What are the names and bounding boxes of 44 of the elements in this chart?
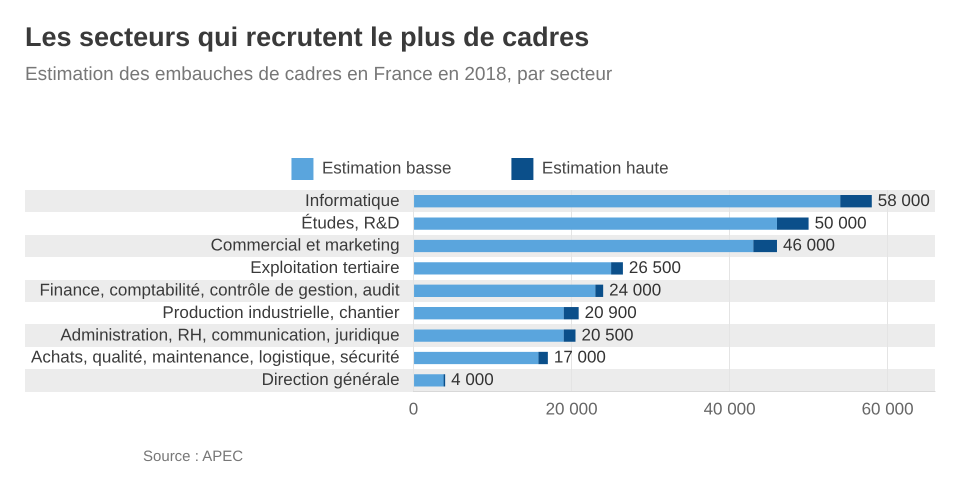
- total-label: 4 000: [451, 370, 494, 390]
- legend-label: Estimation haute: [542, 158, 669, 178]
- bar: [840, 195, 872, 208]
- x-tick-label: 40 000: [704, 399, 756, 418]
- y-tick-label: Exploitation tertiaire: [250, 258, 400, 278]
- bar: [414, 217, 777, 230]
- bar: [414, 329, 564, 342]
- x-tick-label: 0: [408, 399, 418, 418]
- y-tick-label: Administration, RH, communication, juridique: [60, 325, 400, 344]
- bar: [538, 352, 548, 364]
- total-label: 24 000: [609, 280, 662, 300]
- x-tick-label: 60 000: [862, 399, 914, 418]
- x-tick-label: 20 000: [546, 399, 598, 418]
- bar: [753, 240, 777, 252]
- bar: [414, 262, 612, 275]
- y-tick-label: Commercial et marketing: [210, 236, 400, 255]
- total-label: 58 000: [878, 190, 930, 210]
- bar: [611, 262, 623, 275]
- bar: [414, 195, 840, 208]
- bar: [595, 284, 604, 297]
- y-tick-label: Finance, comptabilité, contrôle de gestion, audit: [40, 280, 400, 300]
- y-tick-label: Études, R&D: [301, 213, 400, 232]
- total-label: 17 000: [554, 348, 606, 367]
- bar: [564, 307, 579, 320]
- bar: [414, 374, 444, 387]
- bar: [414, 240, 754, 252]
- bar: [414, 284, 596, 297]
- legend-label: Estimation basse: [322, 158, 452, 178]
- total-label: 26 500: [628, 258, 681, 278]
- y-tick-label: Direction générale: [262, 370, 400, 390]
- bar: [414, 307, 564, 320]
- total-label: 20 500: [582, 325, 634, 344]
- y-tick-label: Informatique: [305, 190, 400, 210]
- chart-title: Les secteurs qui recrutent le plus de cadres: [25, 22, 590, 53]
- total-label: 50 000: [814, 213, 867, 232]
- y-tick-label: Achats, qualité, maintenance, logistique, sécurité: [31, 348, 400, 367]
- bar: [564, 329, 576, 342]
- total-label: 20 900: [584, 302, 637, 322]
- source-note: Source : APEC: [143, 448, 244, 465]
- bar: [414, 352, 538, 364]
- bar: [776, 217, 809, 230]
- chart-subtitle: Estimation des embauches de cadres en France en 2018, par secteur: [25, 64, 612, 86]
- y-tick-label: Production industrielle, chantier: [162, 302, 400, 322]
- total-label: 46 000: [782, 236, 835, 255]
